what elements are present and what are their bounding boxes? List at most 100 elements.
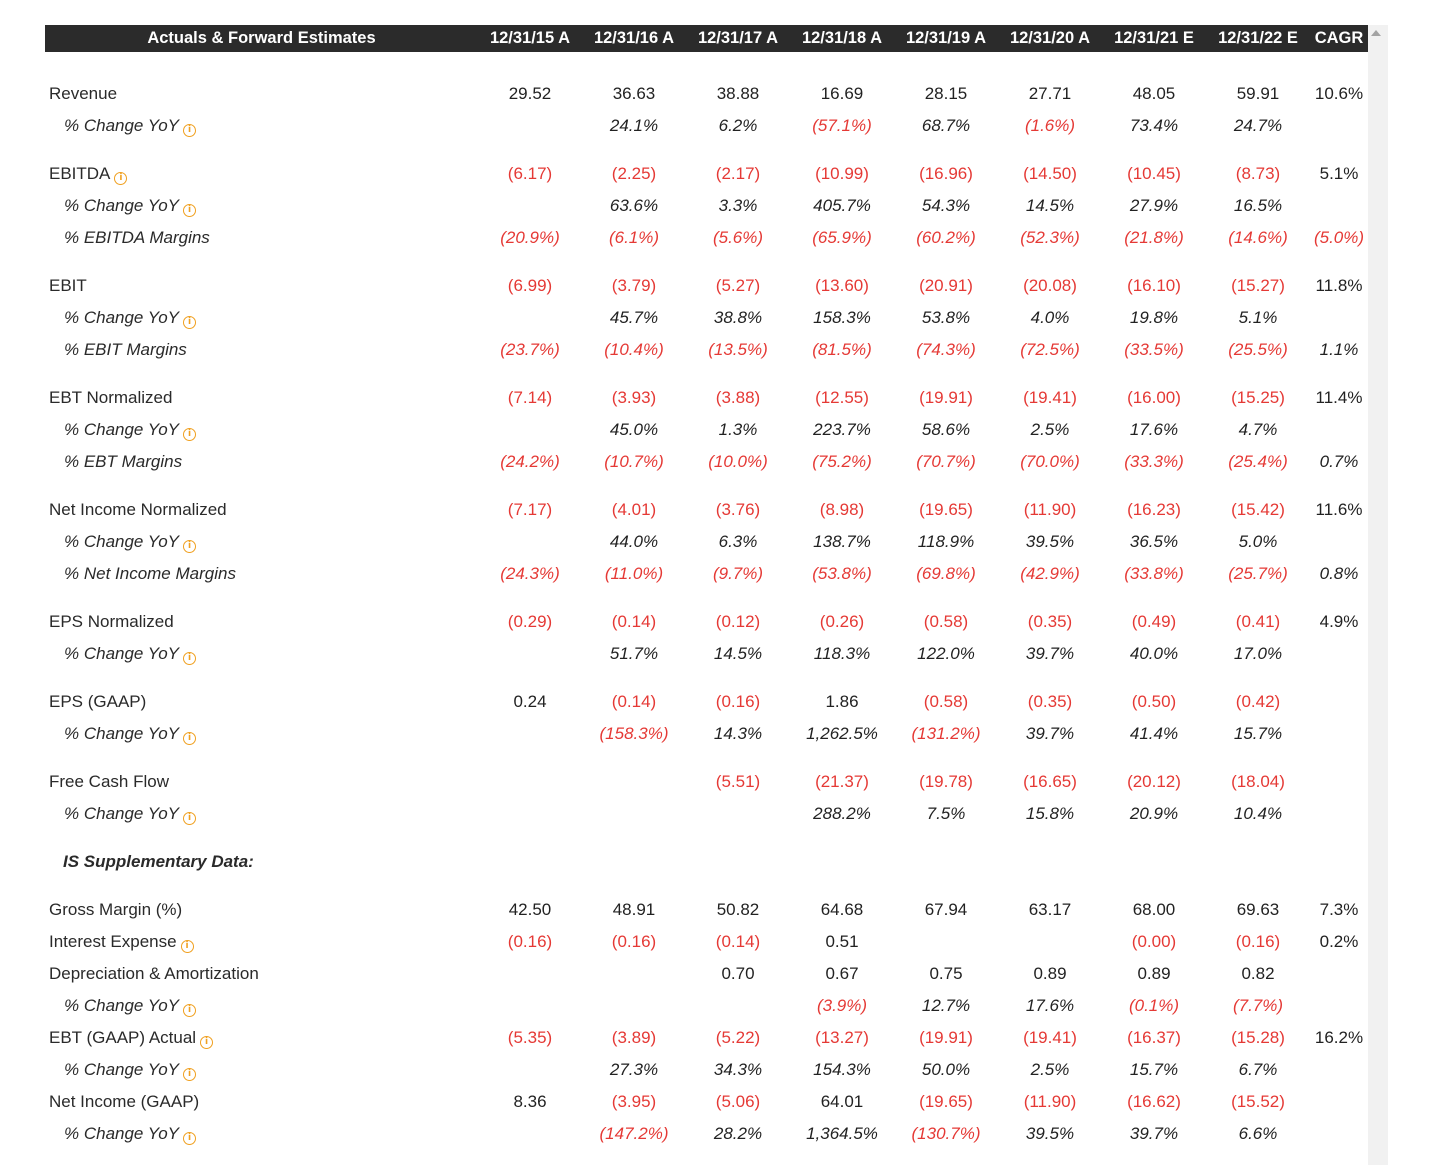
value-cell: (14.6%) bbox=[1228, 228, 1288, 247]
value-cell: 158.3% bbox=[813, 308, 871, 327]
value-cell: (9.7%) bbox=[712, 564, 764, 583]
value-cell: (20.91) bbox=[919, 276, 973, 295]
metric-label-cell: % Change YoY i bbox=[45, 990, 478, 1022]
section-heading: IS Supplementary Data: bbox=[63, 852, 254, 871]
metric-subrow: % Change YoY i 288.2% 7.5% 15.8% 20.9% 10.4% bbox=[45, 798, 1368, 830]
metric-label: Gross Margin (%) bbox=[49, 900, 183, 919]
value-cell: 0.24 bbox=[513, 692, 547, 711]
info-icon[interactable]: i bbox=[183, 315, 196, 329]
metric-label: % Change YoY bbox=[64, 419, 179, 439]
vertical-scrollbar[interactable] bbox=[1368, 25, 1388, 1165]
spacer-row bbox=[45, 142, 1368, 158]
value-cell: 48.91 bbox=[612, 900, 656, 919]
value-cell: (53.8%) bbox=[812, 564, 872, 583]
value-cell: (5.51) bbox=[715, 772, 761, 791]
table-body: Revenue 29.52 36.63 38.88 16.69 28.15 27.71 48.… bbox=[45, 52, 1368, 1150]
value-cell: 36.63 bbox=[612, 84, 656, 103]
metric-label: % Change YoY bbox=[64, 1059, 179, 1079]
value-cell: 38.8% bbox=[713, 308, 763, 327]
spacer-cell bbox=[45, 750, 1368, 766]
info-icon[interactable]: i bbox=[183, 427, 196, 441]
column-header[interactable]: 12/31/19 A bbox=[894, 25, 998, 52]
column-header[interactable]: 12/31/21 E bbox=[1102, 25, 1206, 52]
value-cell bbox=[582, 958, 686, 990]
spacer-row bbox=[45, 670, 1368, 686]
value-cell bbox=[686, 798, 790, 830]
value-cell bbox=[478, 110, 582, 142]
value-cell bbox=[478, 302, 582, 334]
spacer-row bbox=[45, 750, 1368, 766]
metric-label: Net Income (GAAP) bbox=[49, 1092, 200, 1111]
info-icon[interactable]: i bbox=[183, 811, 196, 825]
value-cell: 1.86 bbox=[825, 692, 859, 711]
value-cell: 20.9% bbox=[1129, 804, 1179, 823]
info-icon[interactable]: i bbox=[183, 539, 196, 553]
metric-row: Free Cash Flow (5.51) (21.37) (19.78) (16.65… bbox=[45, 766, 1368, 798]
info-icon[interactable]: i bbox=[180, 939, 194, 953]
value-cell: (12.55) bbox=[815, 388, 869, 407]
column-header[interactable]: 12/31/18 A bbox=[790, 25, 894, 52]
info-icon[interactable]: i bbox=[200, 1035, 214, 1049]
value-cell: (10.4%) bbox=[604, 340, 664, 359]
info-icon[interactable]: i bbox=[183, 123, 196, 137]
value-cell: 53.8% bbox=[921, 308, 971, 327]
spacer-cell bbox=[45, 254, 1368, 270]
metric-label: EPS Normalized bbox=[49, 612, 174, 631]
value-cell: 28.2% bbox=[713, 1124, 763, 1143]
info-icon[interactable]: i bbox=[183, 203, 196, 217]
value-cell: (0.35) bbox=[1027, 612, 1073, 631]
value-cell: (7.14) bbox=[507, 388, 553, 407]
value-cell: 59.91 bbox=[1236, 84, 1280, 103]
cagr-cell bbox=[1310, 1054, 1368, 1086]
scroll-up-arrow-icon[interactable] bbox=[1371, 30, 1381, 36]
value-cell: (3.79) bbox=[611, 276, 657, 295]
metric-label-cell: % Change YoY i bbox=[45, 718, 478, 750]
info-icon[interactable]: i bbox=[183, 1131, 196, 1145]
spacer-row bbox=[45, 590, 1368, 606]
column-header[interactable]: 12/31/17 A bbox=[686, 25, 790, 52]
value-cell: 0.75 bbox=[929, 964, 963, 983]
metric-label: EBT Normalized bbox=[49, 388, 173, 407]
value-cell bbox=[582, 766, 686, 798]
info-icon[interactable]: i bbox=[183, 651, 196, 665]
metric-subrow: % Change YoY i 27.3% 34.3% 154.3% 50.0% 2.5% 15… bbox=[45, 1054, 1368, 1086]
metric-label: EPS (GAAP) bbox=[49, 692, 147, 711]
value-cell: (0.14) bbox=[611, 612, 657, 631]
value-cell: 0.51 bbox=[825, 932, 859, 951]
info-icon[interactable]: i bbox=[183, 1003, 196, 1017]
value-cell: (5.27) bbox=[715, 276, 761, 295]
value-cell bbox=[478, 718, 582, 750]
metric-label: EBIT bbox=[49, 276, 87, 295]
column-header[interactable]: 12/31/22 E bbox=[1206, 25, 1310, 52]
metric-row: EPS (GAAP) 0.24 (0.14) (0.16) 1.86 (0.58) (0.3… bbox=[45, 686, 1368, 718]
info-icon[interactable]: i bbox=[183, 1067, 196, 1081]
value-cell: (15.25) bbox=[1231, 388, 1285, 407]
value-cell: 42.50 bbox=[508, 900, 552, 919]
column-header[interactable]: 12/31/16 A bbox=[582, 25, 686, 52]
metric-subrow: % Change YoY i (158.3%) 14.3% 1,262.5% (131.2… bbox=[45, 718, 1368, 750]
value-cell: (0.58) bbox=[923, 612, 969, 631]
column-header[interactable]: 12/31/15 A bbox=[478, 25, 582, 52]
column-header[interactable]: 12/31/20 A bbox=[998, 25, 1102, 52]
value-cell: (15.28) bbox=[1231, 1028, 1285, 1047]
metric-subrow: % Change YoY i 44.0% 6.3% 138.7% 118.9% 39.5% 3… bbox=[45, 526, 1368, 558]
value-cell: 14.3% bbox=[713, 724, 763, 743]
value-cell: (13.5%) bbox=[708, 340, 768, 359]
spacer-cell bbox=[45, 670, 1368, 686]
info-icon[interactable]: i bbox=[114, 171, 128, 185]
cagr-header[interactable]: CAGR bbox=[1310, 25, 1368, 52]
value-cell: (19.65) bbox=[919, 500, 973, 519]
metric-subrow: % Change YoY i 51.7% 14.5% 118.3% 122.0% 39.7%… bbox=[45, 638, 1368, 670]
spacer-cell bbox=[45, 478, 1368, 494]
value-cell: 68.00 bbox=[1132, 900, 1176, 919]
cagr-cell: 1.1% bbox=[1319, 340, 1359, 359]
value-cell: 73.4% bbox=[1129, 116, 1179, 135]
cagr-cell bbox=[1310, 1118, 1368, 1150]
value-cell: 0.89 bbox=[1137, 964, 1171, 983]
value-cell: (11.0%) bbox=[604, 564, 664, 583]
value-cell: (11.90) bbox=[1023, 1092, 1077, 1111]
info-icon[interactable]: i bbox=[183, 731, 196, 745]
value-cell: (0.29) bbox=[507, 612, 553, 631]
value-cell: (130.7%) bbox=[911, 1124, 981, 1143]
value-cell: (0.42) bbox=[1235, 692, 1281, 711]
